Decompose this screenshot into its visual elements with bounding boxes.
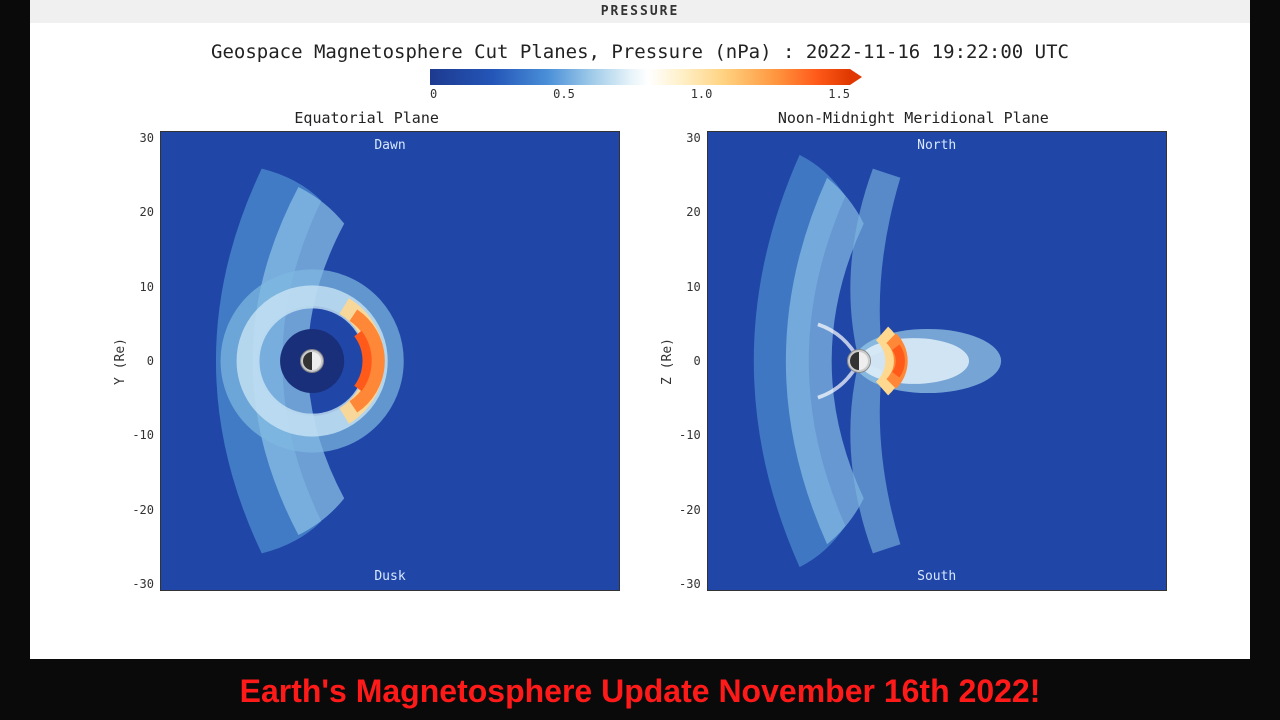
ytick: 20: [140, 205, 154, 219]
ytick: -10: [679, 428, 701, 442]
ytick: -20: [679, 503, 701, 517]
plot-left-ylabel: Y (Re): [113, 338, 128, 385]
video-caption: Earth's Magnetosphere Update November 16…: [0, 659, 1280, 720]
ytick: 10: [140, 280, 154, 294]
ytick: -10: [132, 428, 154, 442]
colorbar-container: 0 0.5 1.0 1.5: [50, 69, 1230, 101]
ytick: 0: [147, 354, 154, 368]
plot-right-yticks: 30 20 10 0 -10 -20 -30: [679, 131, 707, 591]
dir-label-north: North: [917, 138, 956, 153]
dir-label-dawn: Dawn: [374, 138, 405, 153]
ytick: 0: [693, 354, 700, 368]
ytick: -20: [132, 503, 154, 517]
plot-right-canvas: North South: [707, 131, 1167, 591]
plot-left: Equatorial Plane Y (Re) 30 20 10 0 -10 -…: [113, 109, 620, 649]
colorbar-labels: 0 0.5 1.0 1.5: [420, 87, 860, 101]
plot-right-ylabel: Z (Re): [660, 338, 675, 385]
colorbar-tick: 1.5: [828, 87, 850, 101]
ytick: 20: [686, 205, 700, 219]
dir-label-south: South: [917, 569, 956, 584]
plot-right: Noon-Midnight Meridional Plane Z (Re) 30…: [660, 109, 1167, 649]
dir-label-dusk: Dusk: [374, 569, 405, 584]
colorbar-tick: 1.0: [691, 87, 713, 101]
ytick: -30: [679, 577, 701, 591]
earth-icon: [848, 350, 870, 372]
colorbar-gradient: [430, 69, 850, 85]
plot-right-svg: [708, 132, 1166, 590]
chart-area: Geospace Magnetosphere Cut Planes, Press…: [30, 23, 1250, 659]
ytick: -30: [132, 577, 154, 591]
header-label: PRESSURE: [30, 0, 1250, 23]
page-container: PRESSURE Geospace Magnetosphere Cut Plan…: [0, 0, 1280, 720]
plot-left-yticks: 30 20 10 0 -10 -20 -30: [132, 131, 160, 591]
ytick: 30: [686, 131, 700, 145]
colorbar-tick: 0.5: [553, 87, 575, 101]
ytick: 10: [686, 280, 700, 294]
plot-left-canvas: Dawn Dusk: [160, 131, 620, 591]
plot-left-title: Equatorial Plane: [294, 109, 439, 127]
plot-left-box: Y (Re) 30 20 10 0 -10 -20 -30: [113, 131, 620, 591]
colorbar-tick: 0: [430, 87, 437, 101]
plots-row: Equatorial Plane Y (Re) 30 20 10 0 -10 -…: [50, 109, 1230, 649]
plot-left-svg: [161, 132, 619, 590]
plot-right-title: Noon-Midnight Meridional Plane: [778, 109, 1049, 127]
main-title: Geospace Magnetosphere Cut Planes, Press…: [50, 33, 1230, 69]
plot-right-box: Z (Re) 30 20 10 0 -10 -20 -30: [660, 131, 1167, 591]
earth-icon: [301, 350, 323, 372]
ytick: 30: [140, 131, 154, 145]
